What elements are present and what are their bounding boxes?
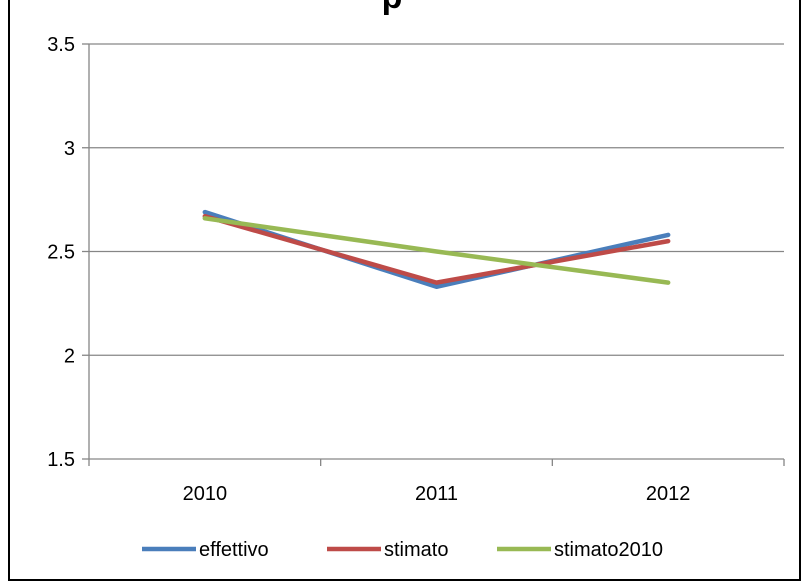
y-tick-label: 3.5 <box>47 34 75 56</box>
legend-label-stimato2010: stimato2010 <box>554 539 663 561</box>
series-line-stimato2010 <box>202 216 671 285</box>
y-tick-label: 1.5 <box>47 449 75 471</box>
series-line-stimato <box>202 213 671 285</box>
line-chart: p 1.5 2 2.5 3 3.5 2010 2011 2012 effettivo stim… <box>47 0 785 561</box>
y-tick-label: 2 <box>64 345 75 367</box>
legend-label-stimato: stimato <box>384 539 448 561</box>
series-lines <box>202 209 671 290</box>
x-tick-label: 2012 <box>646 483 691 505</box>
x-tick-labels: 2010 2011 2012 <box>183 483 691 505</box>
y-tick-label: 3 <box>64 138 75 160</box>
chart-frame: p 1.5 2 2.5 3 3.5 2010 2011 2012 effettivo stim… <box>8 0 801 581</box>
axes <box>82 43 785 466</box>
y-tick-label: 2.5 <box>47 242 75 264</box>
y-tick-labels: 1.5 2 2.5 3 3.5 <box>47 34 75 471</box>
chart-title: p <box>382 0 403 16</box>
x-tick-label: 2010 <box>183 483 228 505</box>
x-tick-label: 2011 <box>415 483 458 505</box>
legend-label-effettivo: effettivo <box>199 539 269 561</box>
legend: effettivo stimato stimato2010 <box>142 539 663 561</box>
